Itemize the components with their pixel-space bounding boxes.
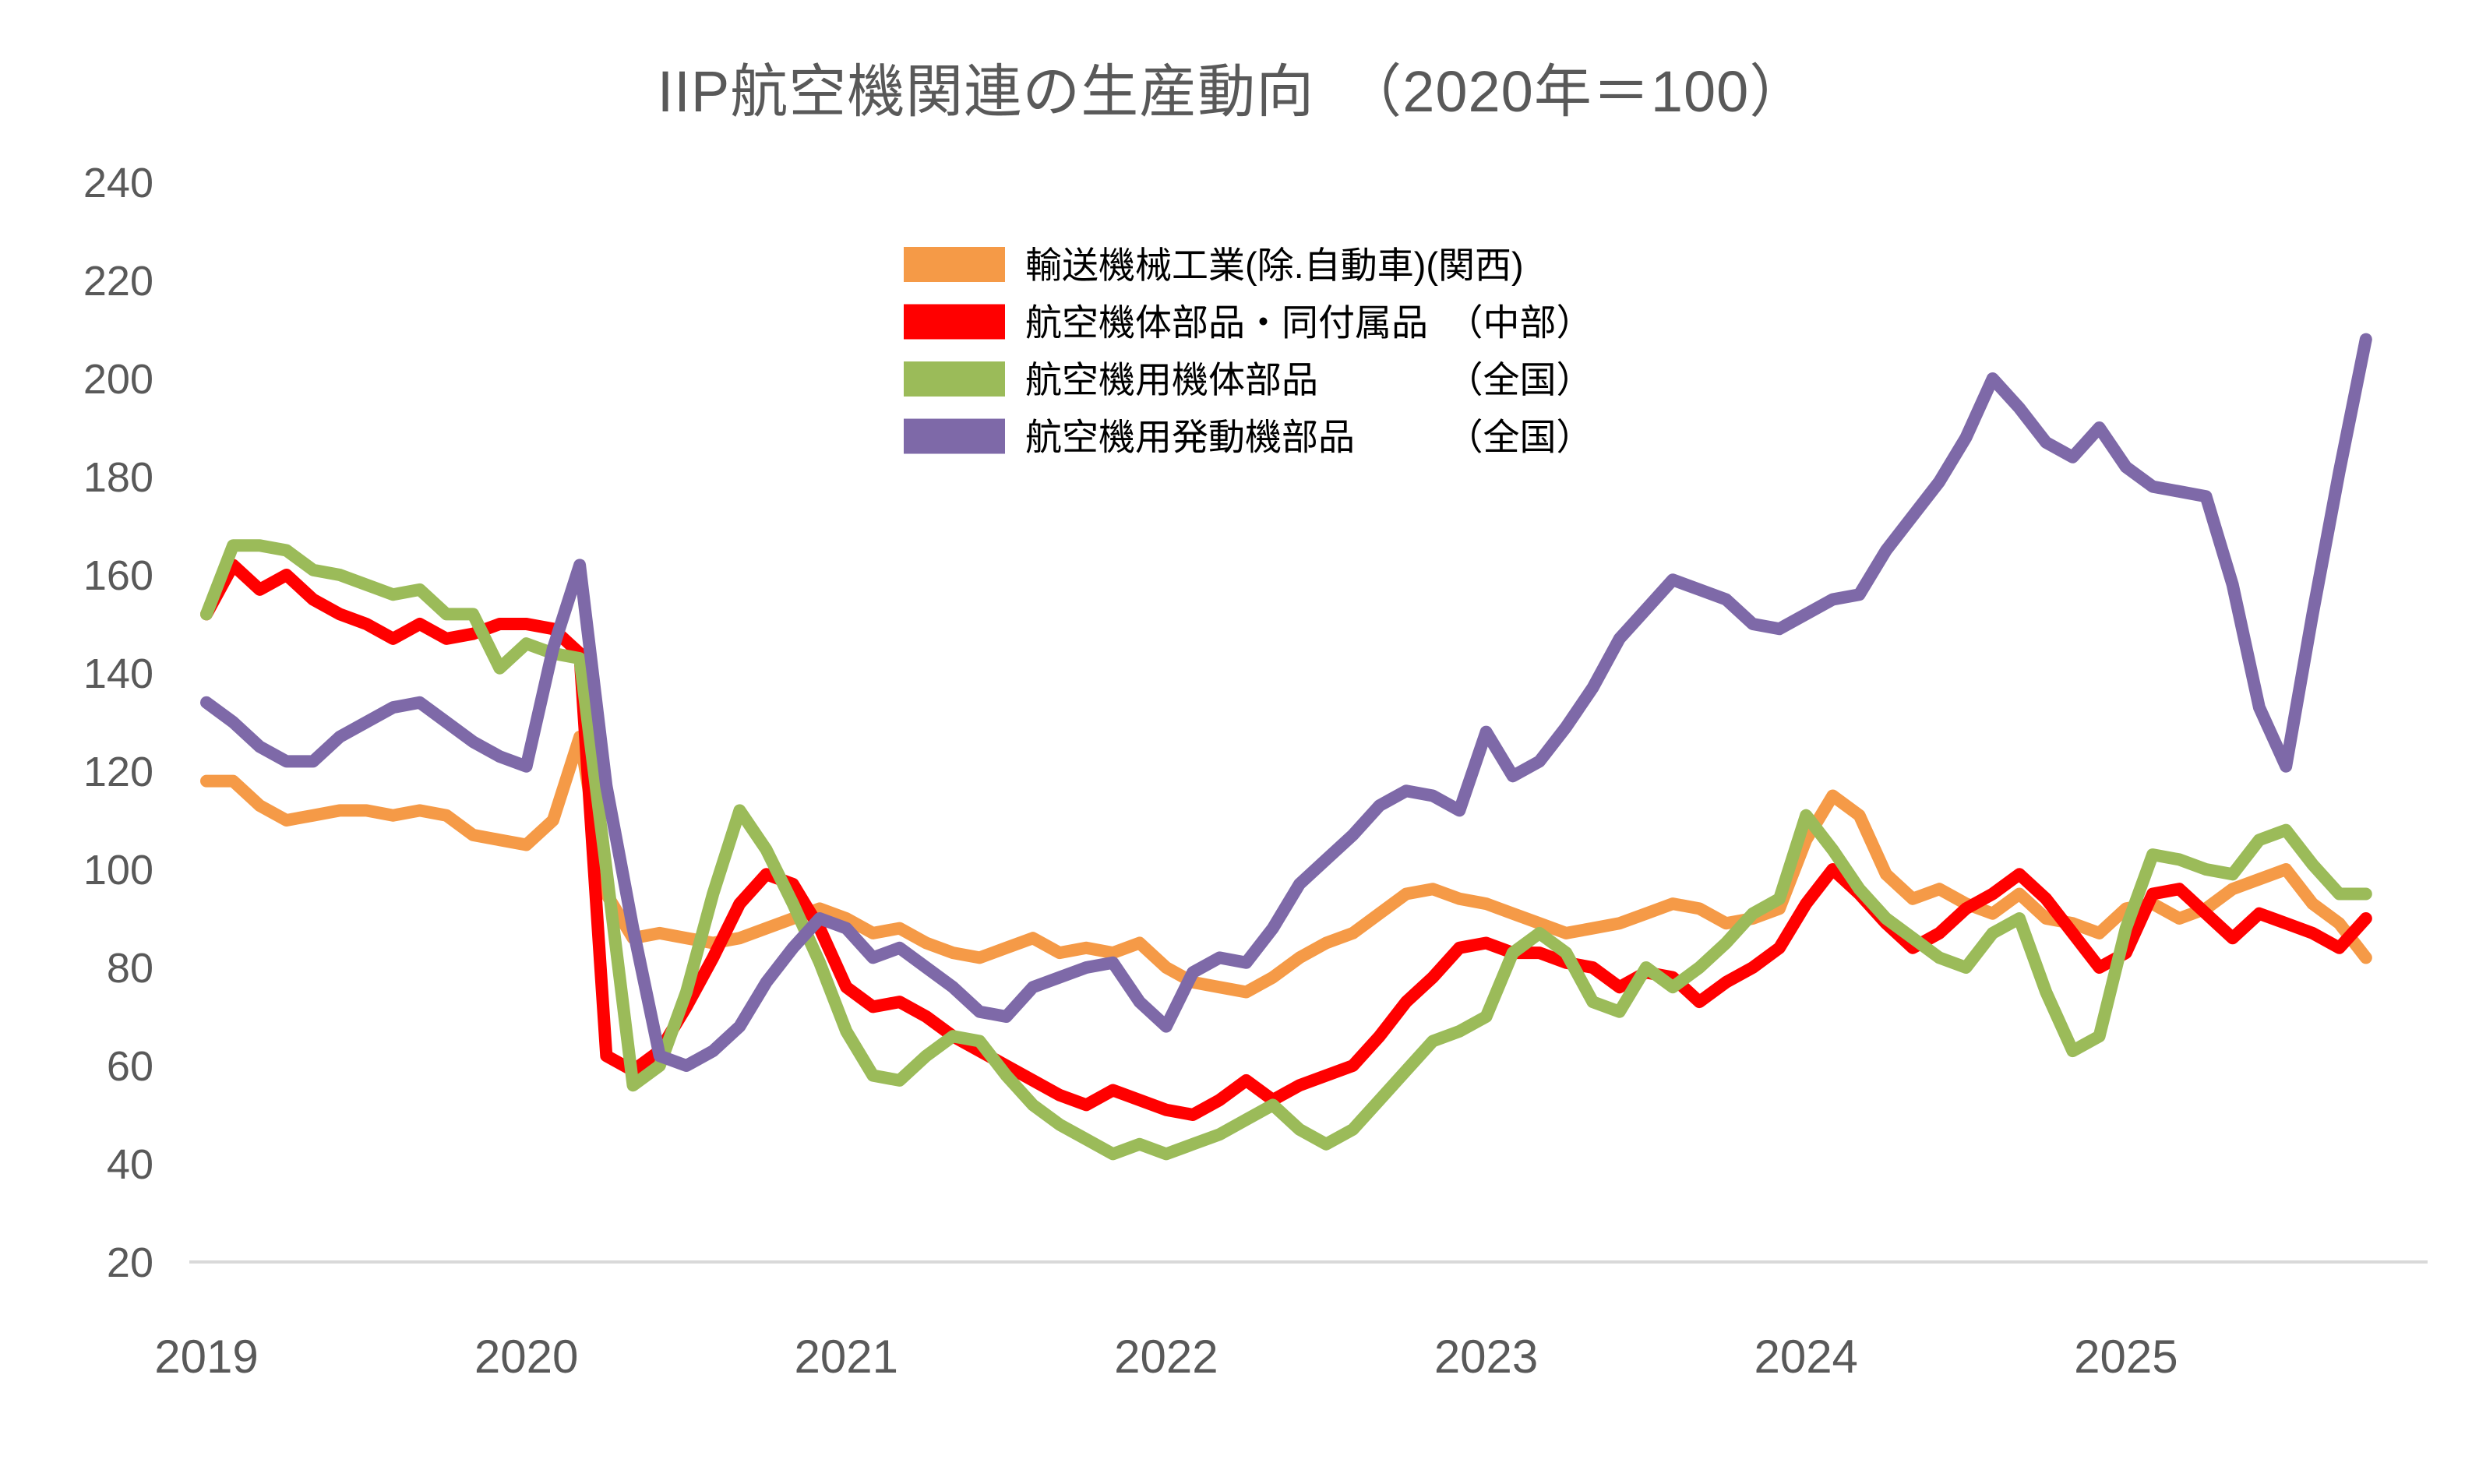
series-line <box>200 539 2372 1161</box>
chart-legend: 輸送機械工業(除.自動車)(関西) 航空機体部品・同付属品 （中部） 航空機用機体部… <box>904 245 1593 458</box>
x-tick-label: 2021 <box>795 1331 898 1383</box>
legend-label: 航空機体部品・同付属品 （中部） <box>1025 302 1593 344</box>
y-tick-label: 60 <box>107 1043 153 1090</box>
x-tick-label: 2022 <box>1114 1331 1218 1383</box>
legend-label: 輸送機械工業(除.自動車)(関西) <box>1025 245 1524 286</box>
y-tick-label: 40 <box>107 1141 153 1188</box>
y-tick-label: 120 <box>83 749 153 795</box>
series-line <box>200 730 2372 999</box>
x-tick-label: 2019 <box>154 1331 258 1383</box>
y-tick-label: 100 <box>83 847 153 894</box>
y-tick-label: 180 <box>83 454 153 501</box>
x-axis-labels: 2019 2020 2021 2022 2023 2024 2025 <box>154 1331 2178 1383</box>
y-tick-label: 140 <box>83 650 153 697</box>
y-tick-label: 20 <box>107 1239 153 1286</box>
series-line <box>200 559 2372 1121</box>
legend-label: 航空機用機体部品 （全国） <box>1025 359 1593 400</box>
x-tick-label: 2024 <box>1754 1331 1857 1383</box>
legend-swatch <box>904 304 1005 340</box>
y-tick-label: 200 <box>83 356 153 403</box>
legend-swatch <box>904 418 1005 454</box>
series-line <box>200 333 2372 1072</box>
y-tick-label: 220 <box>83 258 153 305</box>
series-lines <box>200 333 2372 1161</box>
y-axis-labels: 240 220 200 180 160 140 120 100 80 60 40 20 <box>83 160 153 1286</box>
x-tick-label: 2025 <box>2074 1331 2178 1383</box>
legend-label: 航空機用発動機部品 （全国） <box>1025 417 1593 458</box>
x-tick-label: 2020 <box>474 1331 578 1383</box>
y-tick-label: 80 <box>107 945 153 992</box>
legend-swatch <box>904 361 1005 397</box>
legend-swatch <box>904 247 1005 282</box>
y-tick-label: 160 <box>83 552 153 599</box>
x-tick-label: 2023 <box>1434 1331 1538 1383</box>
chart-title: IIP航空機関連の生産動向 （2020年＝100） <box>657 59 1808 124</box>
y-tick-label: 240 <box>83 160 153 206</box>
